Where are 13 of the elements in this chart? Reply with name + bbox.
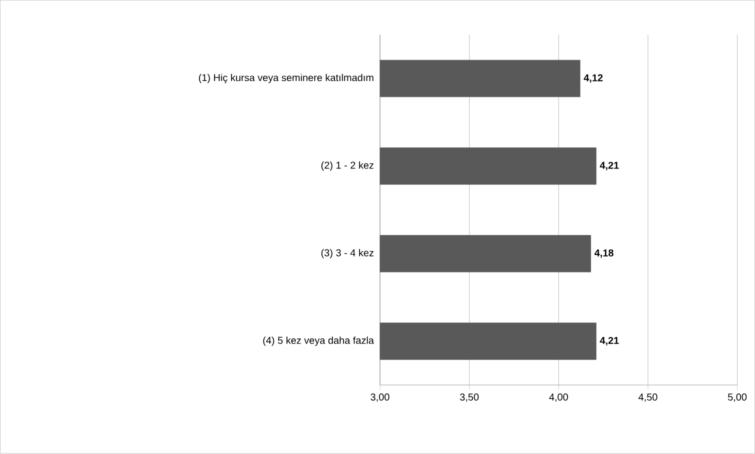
- x-tick-label: 3,00: [370, 394, 390, 402]
- x-tick-label: 4,50: [638, 394, 658, 402]
- x-tick-label: 5,00: [728, 394, 747, 402]
- x-tick-label: 3,50: [460, 394, 479, 402]
- y-tick-label: (4) 5 kez veya daha fazla: [263, 336, 374, 346]
- x-tick-label: 4,00: [549, 394, 568, 402]
- data-label: 4,21: [600, 162, 619, 170]
- y-tick-label: (1) Hiç kursa veya seminere katılmadım: [198, 74, 374, 84]
- data-label: 4,21: [600, 337, 619, 346]
- data-label: 4,12: [584, 74, 603, 83]
- y-tick-label: (2) 1 - 2 kez: [321, 162, 374, 171]
- y-tick-label: (3) 3 - 4 kez: [321, 249, 374, 258]
- data-label: 4,18: [594, 250, 614, 258]
